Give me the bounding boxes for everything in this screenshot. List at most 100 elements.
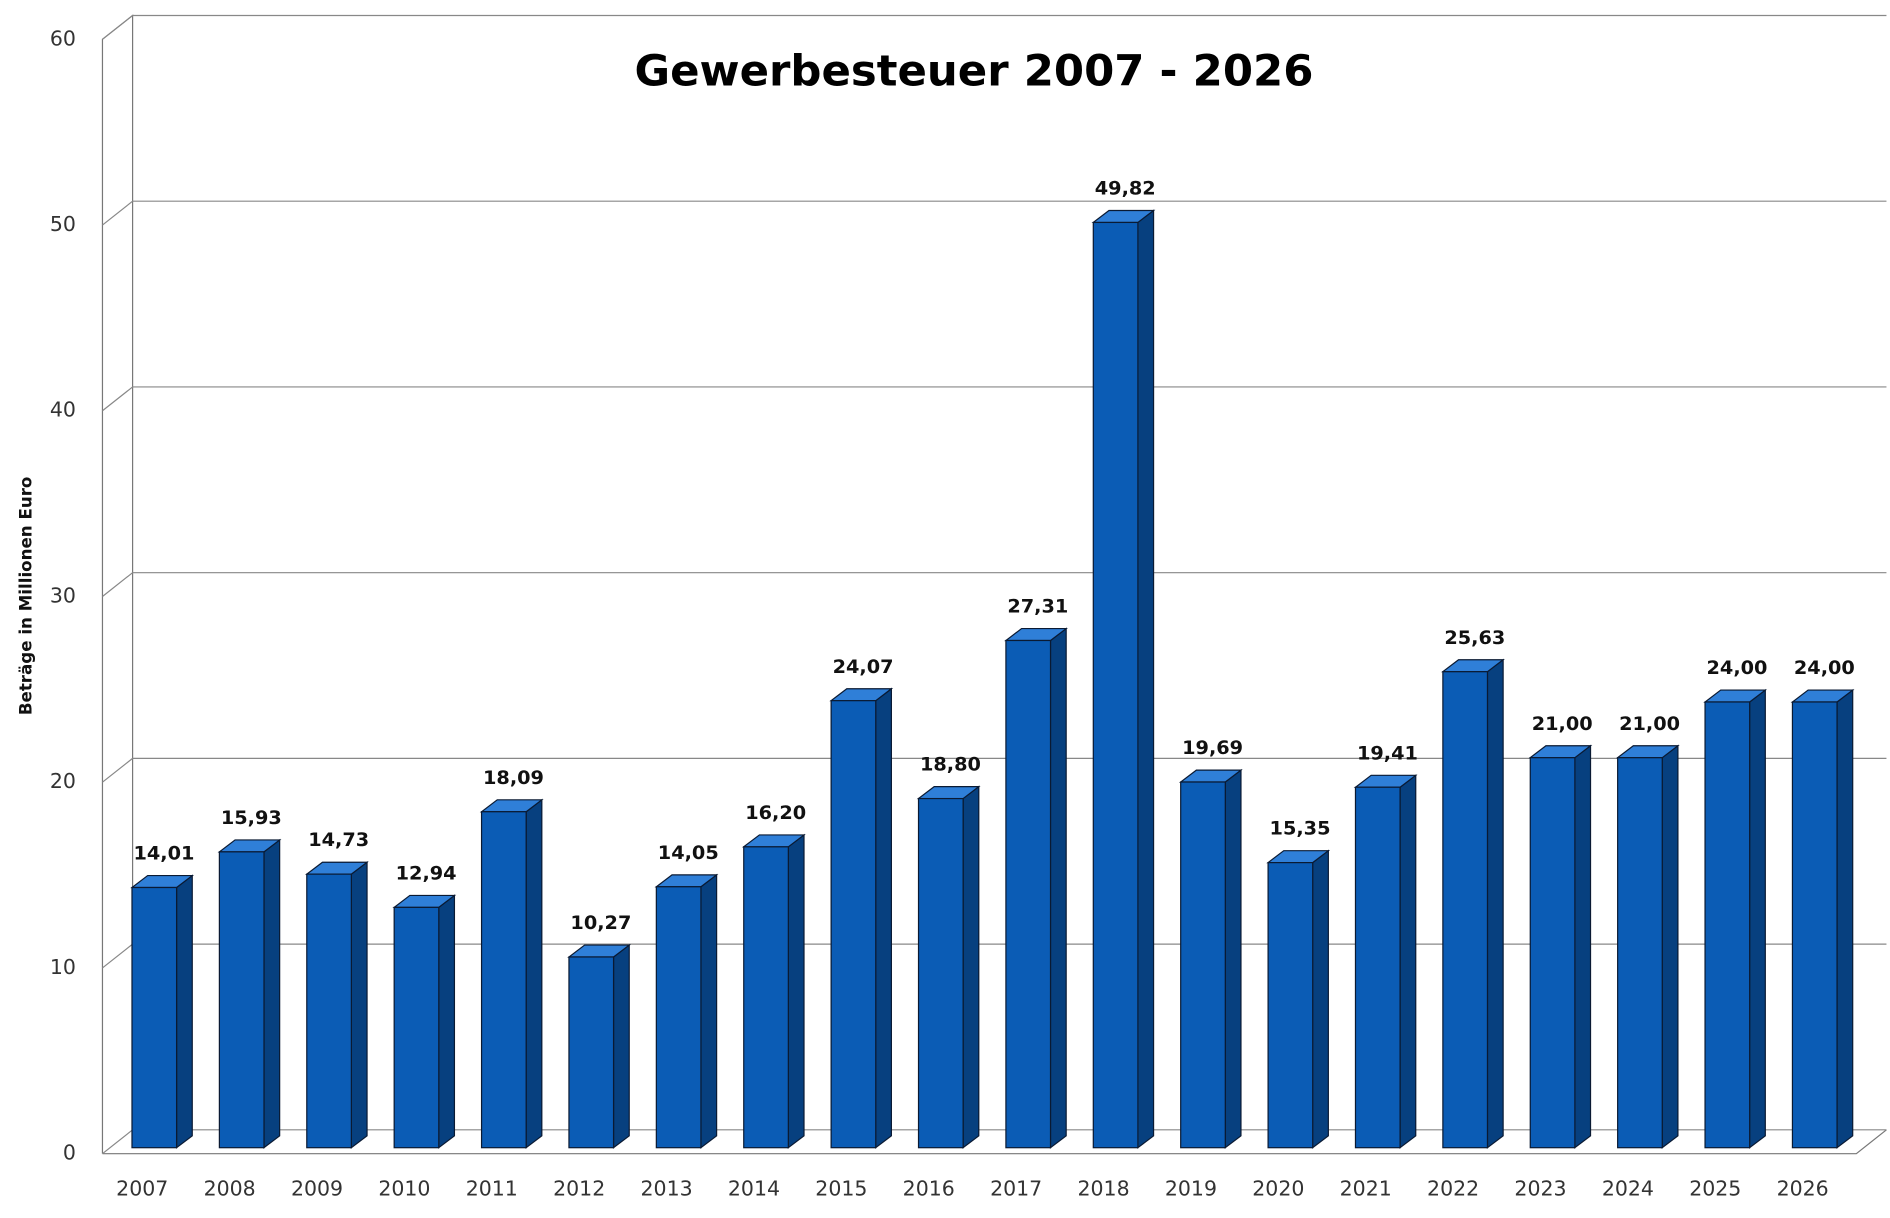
value-label: 19,69 bbox=[1182, 736, 1243, 759]
x-tick-label: 2022 bbox=[1427, 1176, 1479, 1200]
bar-side bbox=[1137, 209, 1155, 1149]
bar bbox=[654, 873, 719, 1149]
x-tick-label: 2007 bbox=[116, 1176, 168, 1200]
bar-side bbox=[175, 874, 193, 1149]
value-label: 21,00 bbox=[1619, 712, 1680, 735]
bar-side bbox=[525, 798, 543, 1149]
x-tick-label: 2019 bbox=[1165, 1176, 1217, 1200]
bar-front bbox=[131, 886, 178, 1149]
bar bbox=[1703, 688, 1768, 1149]
bar-front bbox=[1791, 701, 1838, 1149]
bar bbox=[130, 874, 195, 1149]
bar-side bbox=[962, 785, 980, 1149]
bar-front bbox=[568, 956, 615, 1149]
grid-line bbox=[102, 757, 1887, 783]
bar-side bbox=[438, 894, 456, 1149]
x-tick-label: 2013 bbox=[641, 1176, 693, 1200]
y-tick-label: 50 bbox=[50, 212, 76, 236]
bar-side bbox=[1049, 627, 1067, 1149]
bar bbox=[1266, 849, 1331, 1149]
y-tick-label: 20 bbox=[50, 769, 76, 793]
bar bbox=[829, 687, 894, 1149]
grid-line bbox=[102, 14, 1887, 40]
bar bbox=[1615, 744, 1680, 1149]
value-label: 19,41 bbox=[1357, 741, 1418, 764]
bar-side bbox=[1749, 688, 1766, 1149]
value-label: 24,07 bbox=[833, 655, 894, 678]
floor bbox=[102, 1129, 1887, 1155]
value-label: 16,20 bbox=[745, 801, 806, 824]
bar bbox=[567, 943, 631, 1149]
x-tick-label: 2008 bbox=[204, 1176, 256, 1200]
bar bbox=[479, 798, 544, 1149]
value-label: 18,09 bbox=[483, 766, 544, 789]
value-label: 25,63 bbox=[1444, 626, 1505, 649]
bar bbox=[217, 838, 282, 1149]
bar-side bbox=[350, 861, 368, 1149]
bar-front bbox=[393, 906, 440, 1149]
x-tick-label: 2018 bbox=[1077, 1176, 1129, 1200]
bar-side bbox=[1312, 849, 1329, 1149]
x-tick-label: 2014 bbox=[728, 1176, 780, 1200]
x-tick-label: 2017 bbox=[990, 1176, 1042, 1200]
bar bbox=[392, 894, 457, 1149]
y-axis-label: Beträge in Millionen Euro bbox=[15, 477, 35, 716]
x-tick-label: 2016 bbox=[903, 1176, 955, 1200]
value-label: 21,00 bbox=[1532, 712, 1593, 735]
y-tick-label: 40 bbox=[50, 398, 76, 422]
value-label: 27,31 bbox=[1007, 595, 1068, 618]
bar-side bbox=[787, 833, 805, 1149]
bar-front bbox=[1180, 781, 1226, 1149]
value-label: 15,93 bbox=[221, 806, 282, 829]
bar-front bbox=[306, 873, 352, 1149]
bar-front bbox=[1092, 221, 1139, 1149]
x-tick-label: 2021 bbox=[1340, 1176, 1392, 1200]
y-tick-label: 30 bbox=[50, 584, 76, 608]
x-tick-label: 2023 bbox=[1514, 1176, 1566, 1200]
plot: Gewerbesteuer 2007 - 2026 Beträge in Mil… bbox=[15, 14, 1887, 1200]
grid-line bbox=[102, 200, 1887, 226]
bar-front bbox=[830, 700, 877, 1149]
bar-front bbox=[1005, 639, 1052, 1149]
bar bbox=[1790, 688, 1855, 1149]
bar-front bbox=[1267, 862, 1314, 1149]
value-label: 10,27 bbox=[570, 911, 631, 934]
x-tick-label: 2020 bbox=[1252, 1176, 1304, 1200]
bar-front bbox=[743, 846, 789, 1149]
bar-front bbox=[1354, 786, 1401, 1149]
bar bbox=[1178, 768, 1243, 1149]
y-tick-label: 10 bbox=[50, 955, 76, 979]
x-tick-label: 2015 bbox=[815, 1176, 867, 1200]
bar bbox=[1091, 209, 1156, 1149]
bar bbox=[1004, 627, 1068, 1149]
x-tick-label: 2024 bbox=[1602, 1176, 1654, 1200]
bar bbox=[741, 833, 806, 1149]
value-label: 18,80 bbox=[920, 753, 981, 776]
bar-side bbox=[263, 838, 281, 1149]
x-tick-label: 2025 bbox=[1689, 1176, 1741, 1200]
bar-side bbox=[700, 873, 718, 1149]
value-label: 24,00 bbox=[1707, 656, 1768, 679]
bar bbox=[916, 785, 981, 1149]
grid-line bbox=[102, 572, 1887, 597]
bar-front bbox=[1704, 701, 1751, 1149]
bar-front bbox=[1442, 671, 1489, 1149]
grid-line bbox=[102, 386, 1887, 412]
bar-side bbox=[1486, 658, 1504, 1149]
bar-side bbox=[1224, 768, 1242, 1149]
bar bbox=[1441, 658, 1505, 1149]
x-tick-label: 2011 bbox=[466, 1176, 518, 1200]
value-label: 14,01 bbox=[133, 842, 194, 865]
value-label: 24,00 bbox=[1794, 656, 1855, 679]
bar-front bbox=[1529, 757, 1576, 1149]
bar-side bbox=[1574, 744, 1592, 1149]
bar-front bbox=[218, 851, 265, 1149]
bar-front bbox=[480, 811, 527, 1149]
bar-front bbox=[917, 797, 964, 1149]
value-label: 14,73 bbox=[308, 828, 369, 851]
bar-side bbox=[1399, 774, 1417, 1149]
chart-title: Gewerbesteuer 2007 - 2026 bbox=[634, 47, 1313, 97]
x-tick-label: 2010 bbox=[378, 1176, 430, 1200]
bar-side bbox=[1836, 688, 1854, 1149]
